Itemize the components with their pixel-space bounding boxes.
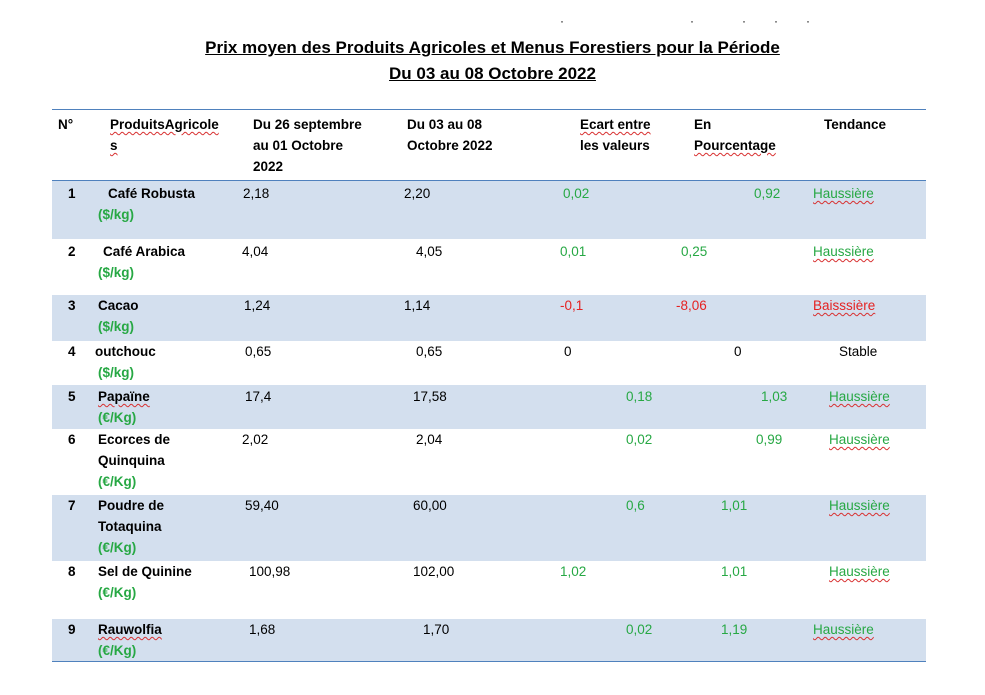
current-price: 0,65 (416, 344, 443, 359)
table-row: 3 Cacao ($/kg) 1,24 1,14 -0,1 -8,06 Bais… (52, 295, 926, 341)
price-table: N° ProduitsAgricole s Du 26 septembre au… (52, 109, 926, 662)
product-name: Café Robusta ($/kg) (98, 183, 195, 225)
trend: Haussière (829, 498, 890, 513)
previous-price: 2,18 (243, 186, 270, 201)
document-subtitle: Du 03 au 08 Octobre 2022 (389, 64, 596, 83)
current-price: 4,05 (416, 244, 443, 259)
price-difference: 1,02 (560, 564, 587, 579)
product-name: Poudre de Totaquina (€/Kg) (98, 495, 164, 558)
price-difference: -0,1 (560, 298, 584, 313)
percentage-change: 0 (734, 344, 742, 359)
product-name: Sel de Quinine (€/Kg) (98, 561, 192, 603)
product-unit: (€/Kg) (98, 643, 137, 658)
row-number: 7 (68, 498, 76, 513)
product-unit: (€/Kg) (98, 540, 137, 555)
product-unit: ($/kg) (98, 365, 135, 380)
percentage-change: -8,06 (676, 298, 707, 313)
row-number: 8 (68, 564, 76, 579)
previous-price: 4,04 (242, 244, 269, 259)
price-difference: 0,6 (626, 498, 645, 513)
percentage-change: 1,01 (721, 498, 748, 513)
table-row: 5 Papaïne (€/Kg) 17,4 17,58 0,18 1,03 Ha… (52, 385, 926, 429)
current-price: 2,04 (416, 432, 443, 447)
previous-price: 59,40 (245, 498, 279, 513)
percentage-change: 1,01 (721, 564, 748, 579)
previous-price: 1,24 (244, 298, 271, 313)
previous-price: 100,98 (249, 564, 291, 579)
table-row: 6 Ecorces de Quinquina (€/Kg) 2,02 2,04 … (52, 429, 926, 495)
trend: Baisssière (813, 298, 876, 313)
table-header: N° ProduitsAgricole s Du 26 septembre au… (52, 110, 926, 181)
previous-price: 1,68 (249, 622, 276, 637)
product-unit: (€/Kg) (98, 585, 137, 600)
trend: Haussière (813, 244, 874, 259)
previous-price: 0,65 (245, 344, 272, 359)
price-difference: 0 (564, 344, 572, 359)
product-name: outchouc ($/kg) (95, 341, 156, 383)
price-difference: 0,02 (626, 622, 653, 637)
previous-price: 17,4 (245, 389, 272, 404)
header-product: ProduitsAgricole s (110, 117, 219, 153)
table-row: 2 Café Arabica ($/kg) 4,04 4,05 0,01 0,2… (52, 239, 926, 295)
header-previous-period: Du 26 septembre au 01 Octobre 2022 (253, 117, 362, 174)
product-unit: ($/kg) (98, 207, 135, 222)
product-unit: ($/kg) (98, 319, 135, 334)
header-difference: Ecart entre les valeurs (580, 117, 651, 153)
row-number: 9 (68, 622, 76, 637)
table-row: 8 Sel de Quinine (€/Kg) 100,98 102,00 1,… (52, 561, 926, 619)
table-row: 1 Café Robusta ($/kg) 2,18 2,20 0,02 0,9… (52, 181, 926, 239)
table-row: 9 Rauwolfia (€/Kg) 1,68 1,70 0,02 1,19 H… (52, 619, 926, 662)
product-name: Papaïne (€/Kg) (98, 386, 150, 428)
header-trend: Tendance (824, 117, 887, 132)
product-name: Ecorces de Quinquina (€/Kg) (98, 429, 170, 492)
trend: Haussière (813, 186, 874, 201)
trend: Haussière (829, 389, 890, 404)
percentage-change: 0,92 (754, 186, 781, 201)
trend: Haussière (829, 432, 890, 447)
product-unit: ($/kg) (98, 265, 135, 280)
trend: Haussière (829, 564, 890, 579)
trend: Haussière (813, 622, 874, 637)
previous-price: 2,02 (242, 432, 269, 447)
document-title: Prix moyen des Produits Agricoles et Men… (205, 38, 780, 57)
percentage-change: 1,03 (761, 389, 788, 404)
row-number: 3 (68, 298, 76, 313)
header-number: N° (58, 117, 74, 132)
product-name: Café Arabica ($/kg) (98, 241, 185, 283)
row-number: 1 (68, 186, 76, 201)
price-difference: 0,02 (563, 186, 590, 201)
product-unit: (€/Kg) (98, 474, 137, 489)
current-price: 17,58 (413, 389, 447, 404)
percentage-change: 0,99 (756, 432, 783, 447)
row-number: 5 (68, 389, 76, 404)
row-number: 6 (68, 432, 76, 447)
table-row: 4 outchouc ($/kg) 0,65 0,65 0 0 Stable (52, 341, 926, 385)
table-row: 7 Poudre de Totaquina (€/Kg) 59,40 60,00… (52, 495, 926, 561)
header-percentage: En Pourcentage (694, 117, 776, 153)
current-price: 60,00 (413, 498, 447, 513)
percentage-change: 1,19 (721, 622, 748, 637)
current-price: 1,70 (423, 622, 450, 637)
price-difference: 0,01 (560, 244, 587, 259)
product-name: Rauwolfia (€/Kg) (98, 619, 162, 661)
product-unit: (€/Kg) (98, 410, 137, 425)
current-price: 102,00 (413, 564, 455, 579)
row-number: 4 (68, 344, 76, 359)
row-number: 2 (68, 244, 76, 259)
header-current-period: Du 03 au 08 Octobre 2022 (407, 117, 493, 153)
trend: Stable (839, 344, 878, 359)
price-difference: 0,18 (626, 389, 653, 404)
percentage-change: 0,25 (681, 244, 708, 259)
price-difference: 0,02 (626, 432, 653, 447)
current-price: 1,14 (404, 298, 431, 313)
product-name: Cacao ($/kg) (98, 295, 139, 337)
current-price: 2,20 (404, 186, 431, 201)
